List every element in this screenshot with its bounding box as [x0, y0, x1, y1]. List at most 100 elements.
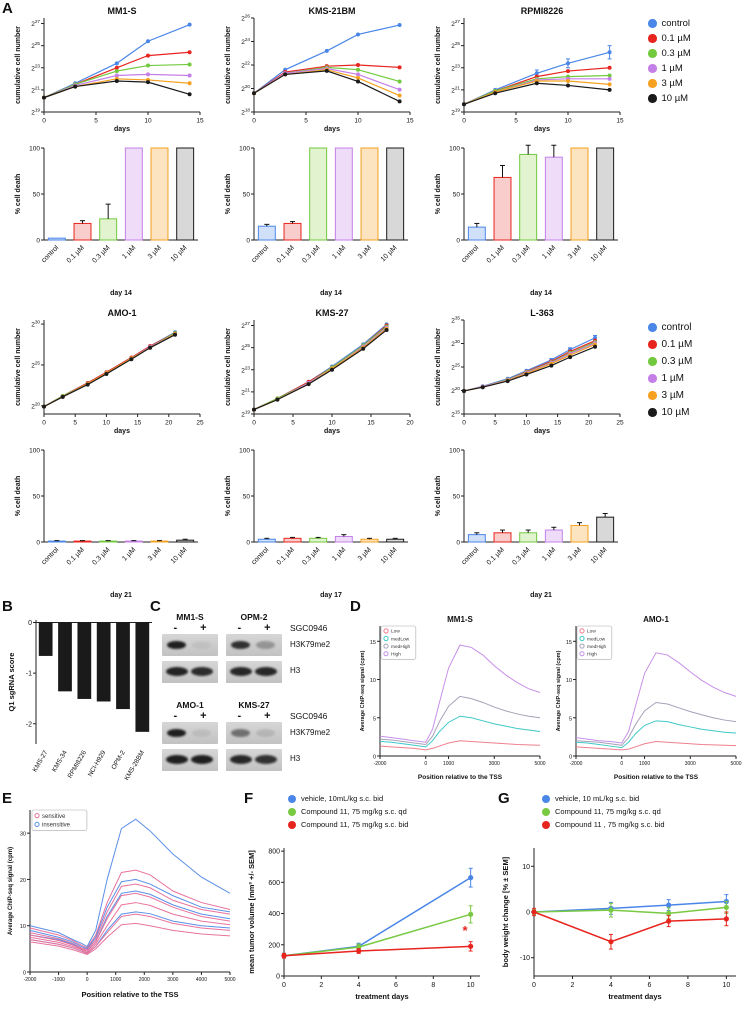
svg-text:0: 0 — [462, 420, 466, 427]
lane-header: - + — [226, 623, 282, 634]
legend-item: Compound 11 , 75 mg/kg s.c. bid — [542, 820, 665, 829]
svg-text:3000: 3000 — [489, 761, 500, 767]
body-weight-legend: vehicle, 10 mL/kg s.c. bid Compound 11, 7… — [542, 794, 665, 833]
svg-text:*: * — [463, 923, 469, 938]
rpmi8226-celldeath-bars-svg: 0 50 100 day 14 % cell death control 0.1 µM 0.3… — [435, 144, 618, 297]
legend-item: control — [648, 18, 691, 29]
svg-text:20: 20 — [20, 878, 26, 884]
svg-text:221: 221 — [31, 85, 40, 94]
svg-text:day 21: day 21 — [530, 592, 552, 599]
treatment-label: SGC0946 — [290, 623, 328, 633]
svg-text:mean tumor volume [mm³ +/- SEM: mean tumor volume [mm³ +/- SEM] — [247, 850, 256, 974]
svg-text:10 µM: 10 µM — [170, 546, 189, 565]
svg-text:cumulative cell number: cumulative cell number — [15, 26, 22, 104]
legend-dot — [648, 34, 657, 43]
svg-text:KMS-21BM: KMS-21BM — [308, 6, 355, 16]
svg-text:0: 0 — [246, 540, 250, 547]
svg-text:cumulative cell number: cumulative cell number — [225, 26, 232, 104]
svg-text:4: 4 — [357, 982, 361, 989]
legend-dot — [288, 807, 296, 816]
me2-blot — [162, 634, 218, 656]
blot-labels: SGC0946 H3K79me2 H3 — [290, 612, 348, 688]
svg-text:medHigh: medHigh — [391, 644, 411, 650]
svg-text:225: 225 — [31, 41, 40, 50]
svg-text:days: days — [534, 428, 550, 435]
svg-text:0.1 µM: 0.1 µM — [486, 244, 506, 264]
svg-text:0: 0 — [42, 118, 46, 125]
svg-text:cumulative cell number: cumulative cell number — [435, 26, 442, 104]
tumor-volume-legend: vehicle, 10mL/kg s.c. bid Compound 11, 75… — [288, 794, 408, 833]
panel-c-label: C — [150, 598, 161, 615]
svg-text:0.1 µM: 0.1 µM — [66, 546, 86, 566]
legend-label: 3 µM — [661, 78, 683, 89]
svg-text:day 14: day 14 — [530, 290, 552, 297]
svg-text:15: 15 — [616, 118, 624, 125]
legend-item: 10 µM — [648, 407, 692, 418]
legend-dot — [648, 391, 657, 400]
mm1s-growth-chart-svg: MM1-S 219 221 223 225 227 0 5 10 15 days cumulative… — [15, 6, 204, 133]
svg-text:230: 230 — [451, 339, 460, 348]
svg-text:RPMI8226: RPMI8226 — [67, 749, 89, 779]
svg-text:5000: 5000 — [224, 977, 235, 983]
svg-text:3000: 3000 — [685, 761, 696, 767]
svg-text:3 µM: 3 µM — [567, 244, 583, 260]
svg-text:3 µM: 3 µM — [147, 546, 163, 562]
svg-text:800: 800 — [268, 849, 280, 856]
svg-text:1 µM: 1 µM — [331, 546, 347, 562]
me2-blot — [226, 722, 282, 744]
svg-text:10: 10 — [523, 420, 531, 427]
svg-text:10: 10 — [522, 864, 530, 871]
legend-label: 10 µM — [661, 93, 689, 104]
rpmi8226-growth-chart-svg: RPMI8226 219 221 223 225 227 0 5 10 15 days cumulat… — [435, 6, 624, 133]
svg-text:control: control — [40, 244, 60, 264]
cell-line-label: KMS-27 — [238, 700, 270, 710]
blot-group-KMS-27: KMS-27- + — [226, 700, 282, 776]
svg-text:20: 20 — [585, 420, 593, 427]
svg-text:days: days — [114, 126, 130, 133]
svg-text:0: 0 — [252, 420, 256, 427]
blot-band — [192, 641, 211, 649]
legend-label: Compound 11, 75 mg/kg s.c. bid — [301, 820, 409, 829]
svg-text:Low: Low — [587, 629, 596, 635]
svg-text:KMS-28BM: KMS-28BM — [123, 750, 146, 782]
svg-text:3 µM: 3 µM — [357, 546, 373, 562]
svg-text:600: 600 — [268, 880, 280, 887]
legend-dot — [648, 357, 657, 366]
blot-band — [231, 641, 250, 649]
svg-text:5: 5 — [493, 420, 497, 427]
svg-text:219: 219 — [451, 108, 460, 117]
blot-band — [256, 729, 275, 737]
svg-text:10: 10 — [103, 420, 111, 427]
sensitivity-chipseq-profile: 0 10 20 30 -2000 -1000 0 1000 2000 3000 4000 5000 Po… — [4, 800, 238, 1005]
blot-band — [255, 755, 277, 764]
legend-item: control — [648, 322, 692, 333]
legend-item: 0.1 µM — [648, 33, 691, 44]
lane-sign: + — [264, 710, 271, 722]
svg-text:223: 223 — [241, 365, 250, 374]
blot-row: AMO-1- + KMS-27- + SGC0946 H3K79me2 H3 — [162, 700, 348, 776]
svg-text:0: 0 — [373, 755, 376, 761]
svg-text:1 µM: 1 µM — [121, 546, 137, 562]
panel-b-label: B — [2, 598, 13, 615]
svg-text:0.1 µM: 0.1 µM — [66, 244, 86, 264]
legend-label: Compound 11, 75 mg/kg s.c. qd — [555, 807, 661, 816]
svg-text:0: 0 — [526, 910, 530, 917]
svg-text:10: 10 — [328, 420, 336, 427]
svg-text:days: days — [114, 428, 130, 435]
legend-dot — [648, 374, 657, 383]
svg-text:days: days — [534, 126, 550, 133]
svg-text:15: 15 — [134, 420, 142, 427]
svg-text:Average ChIP-seq signal (cpm): Average ChIP-seq signal (cpm) — [360, 650, 366, 731]
svg-text:5: 5 — [304, 118, 308, 125]
svg-text:1 µM: 1 µM — [541, 546, 557, 562]
svg-text:10: 10 — [722, 982, 730, 989]
svg-text:cumulative cell number: cumulative cell number — [225, 328, 232, 406]
h3-blot — [162, 749, 218, 771]
svg-text:6: 6 — [394, 982, 398, 989]
svg-text:KMS-27: KMS-27 — [32, 749, 50, 773]
svg-text:224: 224 — [241, 37, 250, 46]
blot-band — [167, 729, 186, 737]
kms21bm-growth-chart: KMS-21BM 218 220 222 224 226 0 5 10 15 days cumulat… — [222, 4, 418, 139]
